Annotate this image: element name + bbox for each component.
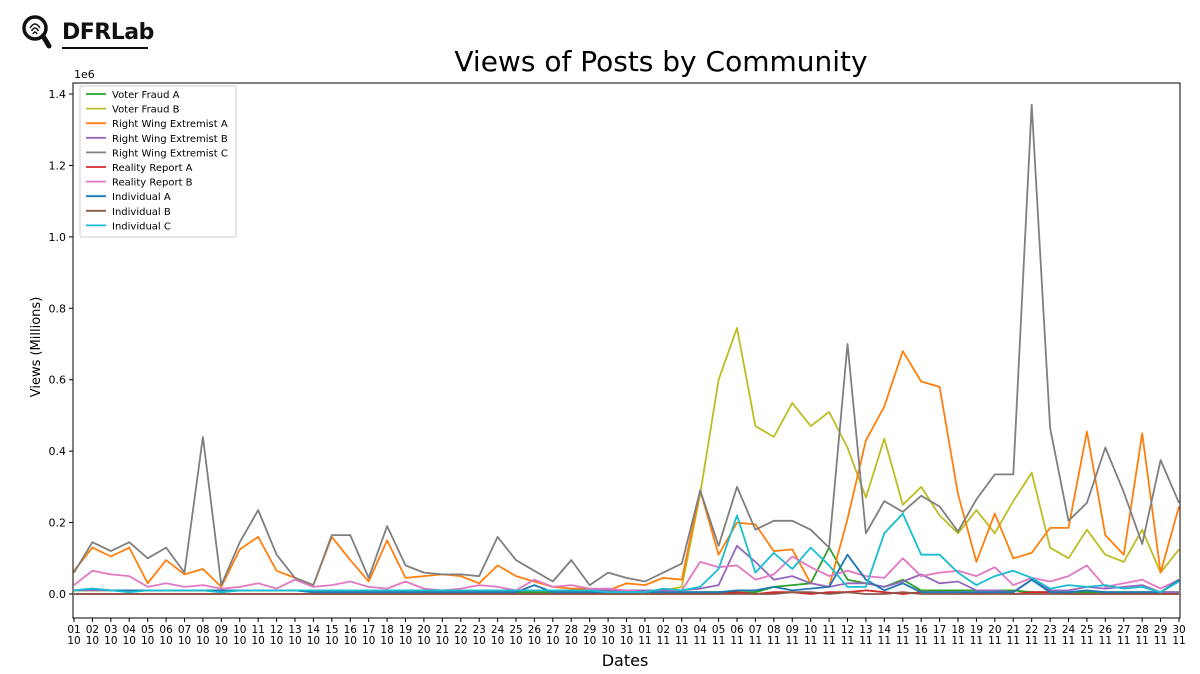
x-tick-label: 27 10: [546, 624, 559, 647]
x-tick-label: 08 11: [767, 624, 780, 647]
x-tick-label: 24 11: [1062, 624, 1076, 647]
legend-entry: Individual A: [112, 192, 171, 203]
y-tick-label: 0.4: [49, 445, 67, 458]
x-tick-label: 11 10: [251, 624, 264, 647]
legend-entry: Voter Fraud B: [112, 105, 180, 116]
brand-name: DFRLab: [62, 20, 154, 45]
y-tick-label: 1.0: [49, 231, 67, 244]
x-tick-label: 12 11: [841, 624, 854, 647]
y-tick-label: 0.6: [49, 374, 67, 387]
x-tick-label: 05 10: [141, 624, 154, 647]
legend-entry: Individual C: [112, 221, 171, 232]
x-tick-label: 13 11: [859, 624, 872, 647]
legend: Voter Fraud A Voter Fraud B Right Wing Ext…: [79, 85, 237, 238]
plot-frame: [72, 82, 1181, 619]
legend-entry: Right Wing Extremist A: [112, 119, 228, 130]
x-tick-label: 29 10: [583, 624, 596, 647]
x-tick-label: 06 11: [730, 624, 744, 647]
x-tick-label: 02 10: [86, 624, 99, 647]
x-tick-label: 31 10: [620, 624, 633, 647]
x-tick-label: 09 11: [786, 624, 799, 647]
x-tick-label: 04 10: [123, 624, 137, 647]
x-tick-label: 25 11: [1080, 624, 1093, 647]
x-tick-label: 16 11: [914, 624, 928, 647]
y-axis-label: Views (Millions): [29, 297, 44, 398]
x-tick-label: 19 10: [399, 624, 412, 647]
x-tick-label: 13 10: [288, 624, 301, 647]
brand-underline: [62, 47, 148, 49]
x-tick-label: 08 10: [196, 624, 209, 647]
x-tick-label: 19 11: [970, 624, 983, 647]
series-line-reality-report-b: [73, 555, 1180, 594]
x-tick-label: 16 10: [344, 624, 358, 647]
x-axis-label: Dates: [602, 651, 649, 670]
y-tick-label: 0.2: [49, 517, 67, 530]
series-layer: [73, 103, 1180, 595]
x-tick-label: 05 11: [712, 624, 725, 647]
chart-title: Views of Posts by Community: [454, 45, 867, 78]
legend-entry: Reality Report A: [112, 163, 193, 174]
x-tick-label: 11 11: [822, 624, 835, 647]
series-line-individual-b: [74, 591, 1179, 595]
x-tick-label: 28 11: [1135, 624, 1148, 647]
x-tick-label: 07 10: [178, 624, 191, 647]
y-tick-label: 1.4: [49, 88, 67, 101]
x-tick-label: 18 10: [380, 624, 393, 647]
x-tick-label: 23 10: [472, 624, 485, 647]
x-tick-label: 18 11: [951, 624, 964, 647]
x-tick-label: 06 10: [159, 624, 173, 647]
x-tick-label: 03 11: [675, 624, 688, 647]
x-tick-label: 15 10: [325, 624, 338, 647]
y-tick-label: 1.2: [49, 159, 67, 172]
x-tick-label: 17 10: [362, 624, 375, 647]
x-tick-label: 09 10: [215, 624, 228, 647]
x-tick-label: 28 10: [565, 624, 578, 647]
x-tick-label: 21 11: [1007, 624, 1020, 647]
x-tick-label: 10 11: [804, 624, 817, 647]
x-tick-label: 20 10: [417, 624, 430, 647]
x-tick-label: 30 11: [1172, 624, 1185, 647]
y-offset-label: 1e6: [74, 68, 95, 81]
x-tick-label: 25 10: [509, 624, 522, 647]
axes-layer: 0.0 0.2 0.4 0.6 0.8 1.0 1.2 1.4 01 10 02 10 03 10 04 10…: [49, 82, 1186, 647]
series-line-right-wing-extremist-a: [73, 350, 1180, 592]
magnifier-fingerprint-icon: [22, 15, 52, 49]
x-tick-label: 21 10: [436, 624, 449, 647]
legend-entry: Right Wing Extremist C: [112, 148, 228, 159]
legend-entry: Voter Fraud A: [112, 90, 180, 101]
x-tick-label: 14 11: [878, 624, 892, 647]
x-tick-label: 02 11: [657, 624, 670, 647]
dfrlab-logo: DFRLab: [18, 8, 154, 56]
x-tick-label: 15 11: [896, 624, 909, 647]
x-tick-label: 20 11: [988, 624, 1001, 647]
x-tick-label: 01 10: [67, 624, 80, 647]
legend-box: [79, 85, 237, 238]
x-tick-label: 22 11: [1025, 624, 1038, 647]
x-tick-label: 14 10: [307, 624, 321, 647]
series-line-individual-c: [73, 512, 1180, 594]
legend-entry: Reality Report B: [112, 178, 193, 189]
x-tick-label: 26 11: [1099, 624, 1113, 647]
y-tick-label: 0.8: [49, 302, 67, 315]
x-tick-label: 23 11: [1043, 624, 1056, 647]
x-tick-label: 26 10: [528, 624, 542, 647]
series-line-right-wing-extremist-c: [73, 103, 1180, 586]
x-tick-label: 17 11: [933, 624, 946, 647]
x-tick-label: 24 10: [491, 624, 505, 647]
x-tick-label: 29 11: [1154, 624, 1167, 647]
x-tick-label: 07 11: [749, 624, 762, 647]
x-tick-label: 10 10: [233, 624, 246, 647]
x-tick-label: 27 11: [1117, 624, 1130, 647]
x-tick-label: 04 11: [693, 624, 707, 647]
x-tick-label: 30 10: [601, 624, 614, 647]
legend-entry: Right Wing Extremist B: [112, 134, 228, 145]
x-tick-label: 03 10: [104, 624, 117, 647]
x-tick-label: 12 10: [270, 624, 283, 647]
y-tick-label: 0.0: [49, 588, 67, 601]
legend-entry: Individual B: [112, 207, 171, 218]
x-tick-label: 22 10: [454, 624, 467, 647]
x-tick-label: 01 11: [638, 624, 651, 647]
